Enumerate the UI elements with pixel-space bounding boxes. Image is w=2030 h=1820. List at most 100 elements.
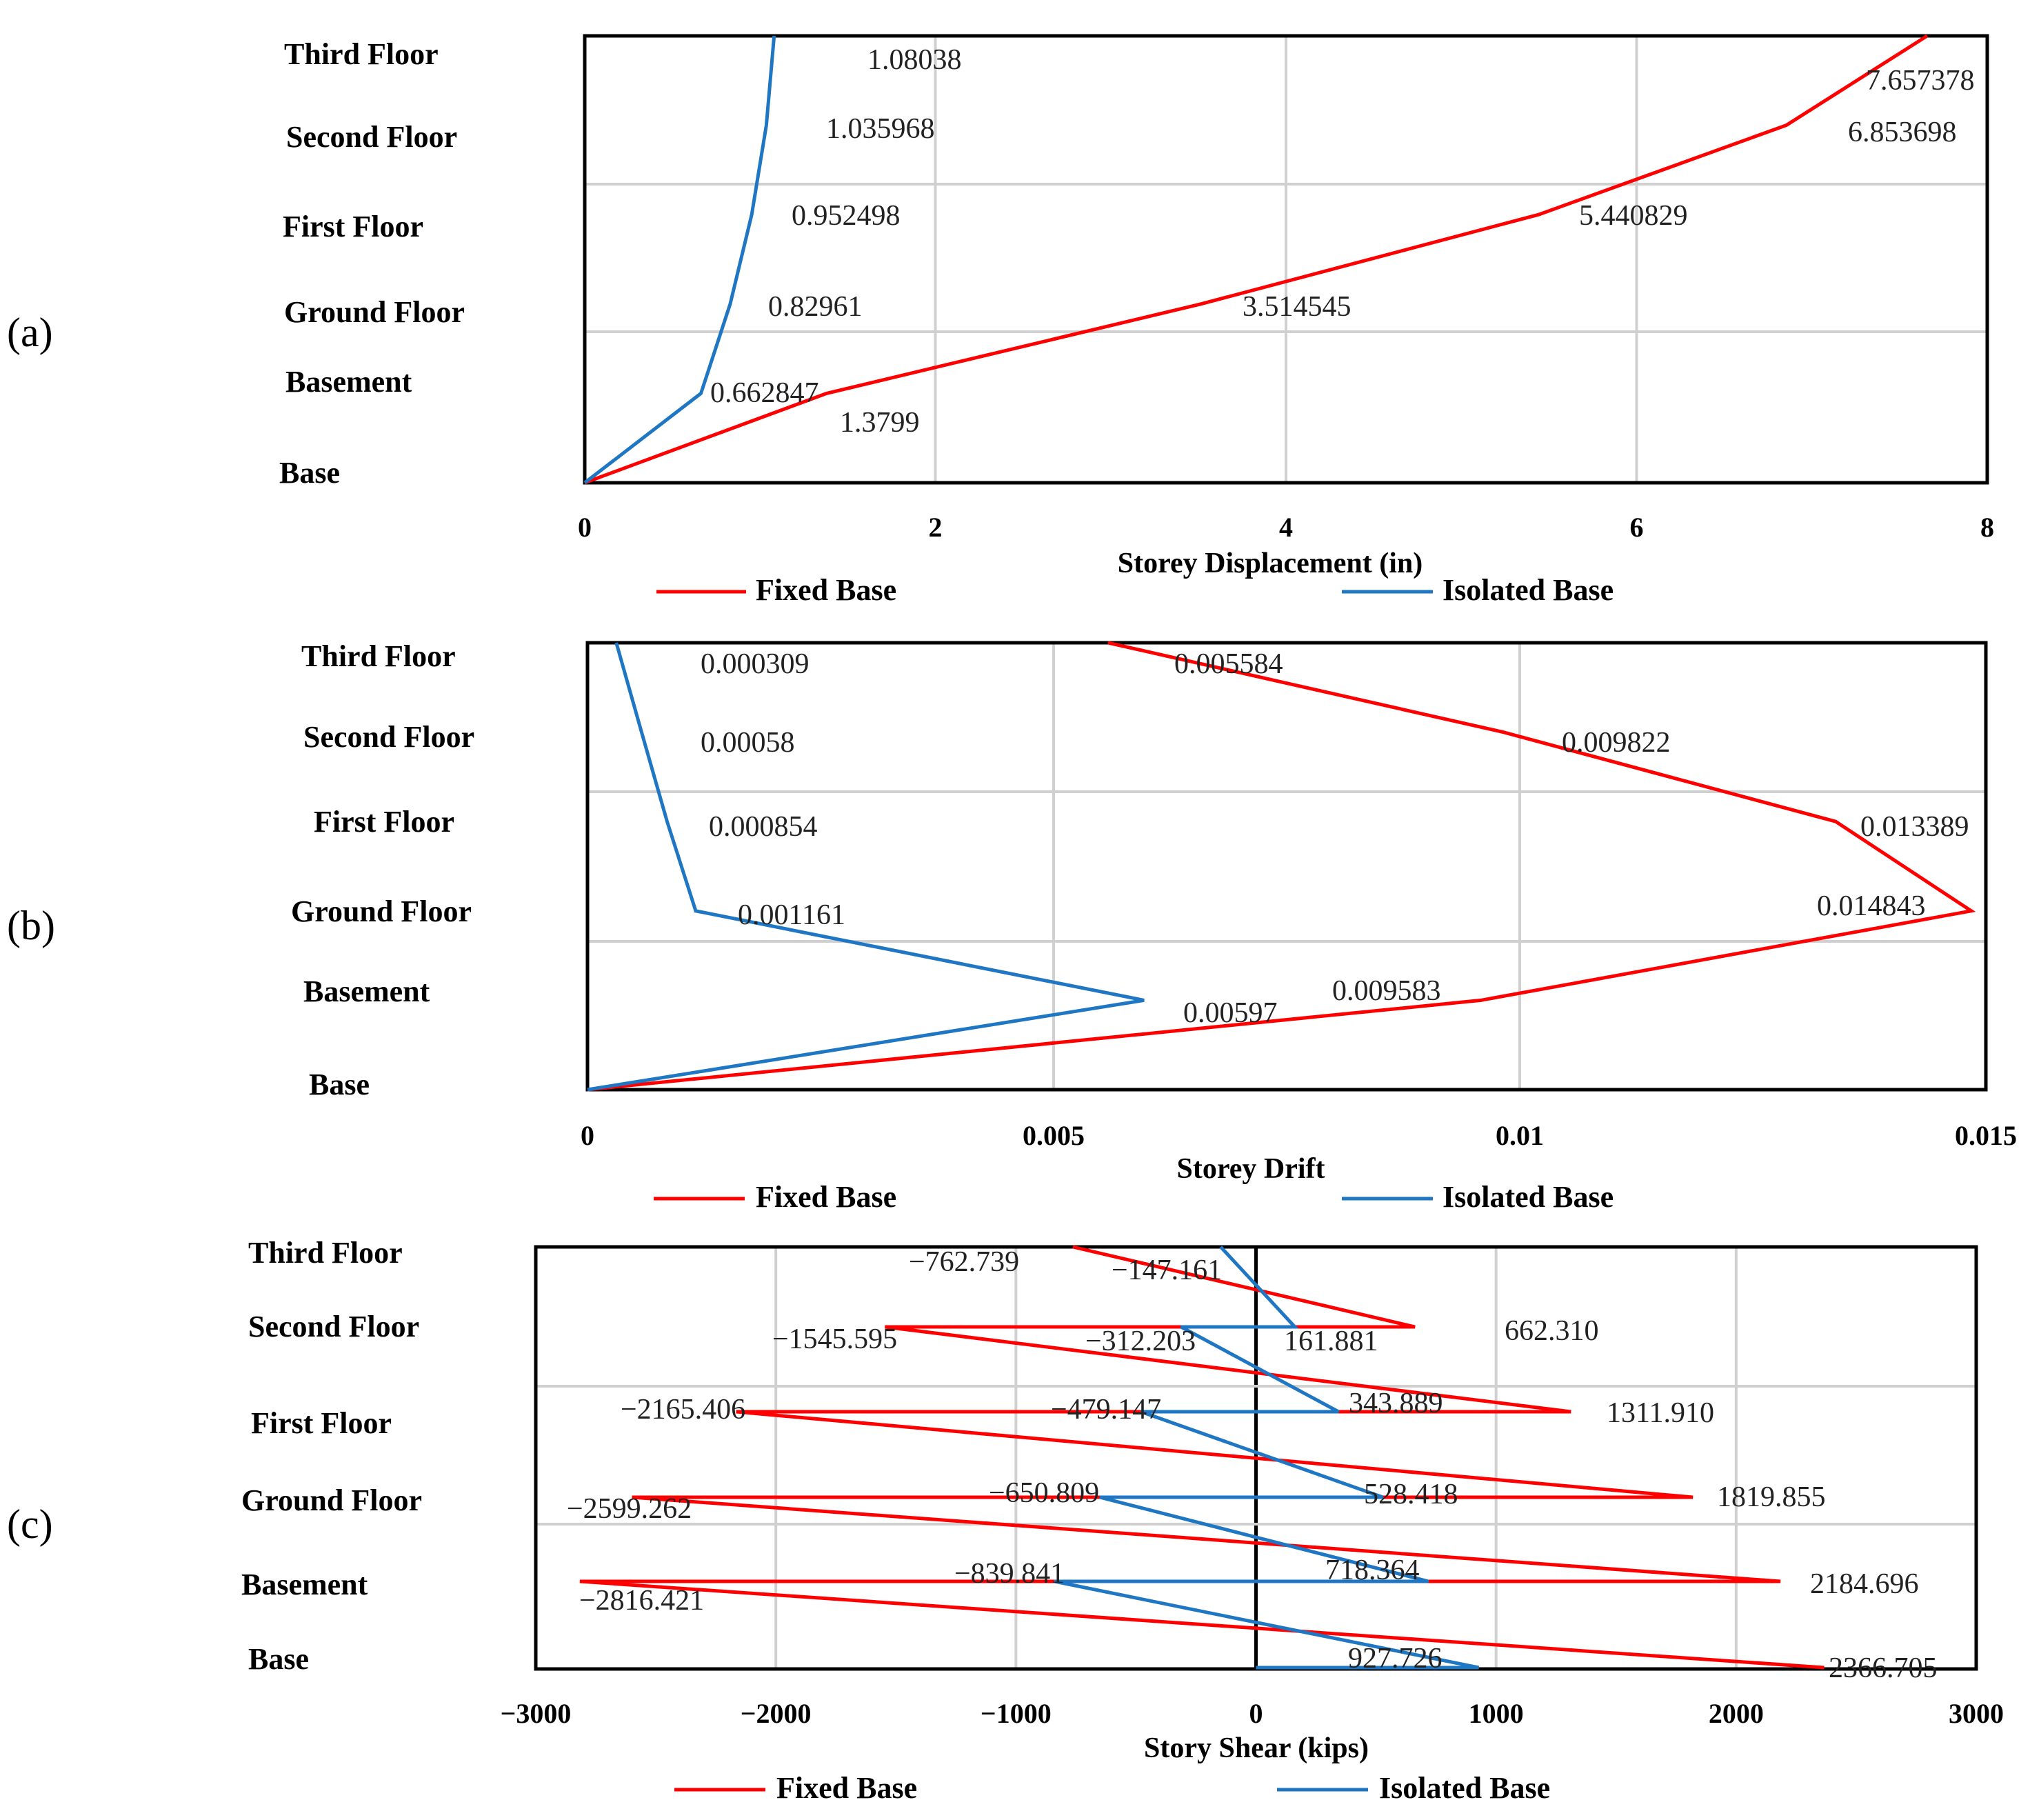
data-label: 1819.855 xyxy=(1717,1481,1826,1513)
data-label: −479.147 xyxy=(1051,1394,1161,1426)
data-label: 528.418 xyxy=(1364,1479,1458,1510)
x-axis-title: Storey Drift xyxy=(1177,1153,1325,1185)
data-label: 6.853698 xyxy=(1848,117,1957,148)
x-tick-label: 6 xyxy=(1630,512,1644,543)
data-label: −1545.595 xyxy=(772,1323,897,1355)
plot-area-frame xyxy=(583,34,1989,485)
series-line-fixed-base xyxy=(587,641,1976,1092)
chart-panel-b: (b) 0 0.005 0.01 0.015 Storey Drift Base Baseme… xyxy=(7,639,2017,1214)
series-line-isolated-base xyxy=(587,642,1145,1092)
data-label: 0.662847 xyxy=(710,377,819,409)
data-label: 161.881 xyxy=(1284,1326,1378,1357)
data-label: 3.514545 xyxy=(1243,291,1351,323)
y-category-label: First Floor xyxy=(283,210,423,243)
data-label: −312.203 xyxy=(1085,1326,1196,1357)
data-label: −2599.262 xyxy=(567,1493,692,1525)
x-tick-label: 2 xyxy=(929,512,943,543)
data-label: 0.009822 xyxy=(1562,727,1671,759)
data-label: −762.739 xyxy=(909,1246,1019,1278)
data-label: −650.809 xyxy=(989,1477,1099,1509)
data-label: 0.005584 xyxy=(1174,648,1283,680)
legend-label-isolated-base: Isolated Base xyxy=(1379,1771,1550,1805)
data-label: −2816.421 xyxy=(579,1585,704,1617)
panel-label: (c) xyxy=(7,1501,53,1547)
x-tick-label: −1000 xyxy=(981,1698,1052,1729)
data-label: 927.726 xyxy=(1348,1643,1443,1674)
data-label: 0.00058 xyxy=(701,727,795,759)
data-label: 0.009583 xyxy=(1332,975,1441,1007)
y-category-label: Base xyxy=(279,456,340,490)
data-label: 662.310 xyxy=(1505,1315,1599,1347)
legend: Fixed Base Isolated Base xyxy=(654,1180,1614,1214)
x-tick-label: 0.01 xyxy=(1496,1120,1544,1151)
y-category-label: First Floor xyxy=(251,1406,392,1440)
legend-label-fixed-base: Fixed Base xyxy=(756,573,896,607)
chart-panel-c: (c) −3000 −2000 −1000 0 1000 2000 3000 Story She… xyxy=(7,1236,2004,1805)
legend-label-isolated-base: Isolated Base xyxy=(1443,1180,1614,1214)
data-label: −839.841 xyxy=(954,1558,1065,1590)
x-tick-label: 1000 xyxy=(1469,1698,1524,1729)
y-category-label: Ground Floor xyxy=(241,1483,422,1517)
data-label: 343.889 xyxy=(1349,1388,1443,1419)
chart-panel-a: (a) 0 2 4 6 8 Storey Displacement (in) Base Base… xyxy=(7,34,1994,607)
data-label: 0.014843 xyxy=(1817,890,1926,922)
legend: Fixed Base Isolated Base xyxy=(674,1771,1550,1805)
x-tick-label: 0 xyxy=(578,512,592,543)
x-tick-label: −3000 xyxy=(501,1698,572,1729)
x-tick-label: 4 xyxy=(1279,512,1293,543)
data-label: 0.013389 xyxy=(1860,811,1969,843)
y-category-label: Second Floor xyxy=(286,120,457,154)
data-label: 5.440829 xyxy=(1579,200,1688,232)
x-tick-label: 2000 xyxy=(1709,1698,1764,1729)
y-category-label: Third Floor xyxy=(301,639,456,673)
data-label: −2165.406 xyxy=(621,1394,745,1426)
legend-label-fixed-base: Fixed Base xyxy=(756,1180,896,1214)
data-label: 0.82961 xyxy=(768,291,863,323)
x-tick-label: 0 xyxy=(581,1120,594,1151)
y-category-label: Second Floor xyxy=(248,1310,419,1343)
legend-label-isolated-base: Isolated Base xyxy=(1443,573,1614,607)
series-line-isolated-base xyxy=(583,35,776,484)
x-tick-label: 8 xyxy=(1980,512,1994,543)
y-category-label: First Floor xyxy=(314,805,454,839)
data-label: 2184.696 xyxy=(1810,1568,1919,1600)
series-line-isolated-base xyxy=(1054,1246,1480,1670)
data-label: 0.000309 xyxy=(701,648,810,680)
y-category-label: Third Floor xyxy=(248,1236,403,1270)
data-label: −147.161 xyxy=(1112,1254,1222,1286)
y-category-label: Base xyxy=(309,1068,370,1101)
series-line-fixed-base xyxy=(584,34,1929,485)
x-tick-label: 0 xyxy=(1249,1698,1263,1729)
y-category-label: Ground Floor xyxy=(284,295,465,329)
y-category-label: Ground Floor xyxy=(291,894,472,928)
data-label: 1311.910 xyxy=(1607,1397,1714,1429)
data-label: 7.657378 xyxy=(1866,65,1975,97)
legend: Fixed Base Isolated Base xyxy=(656,573,1614,607)
data-label: 0.00597 xyxy=(1183,997,1278,1029)
legend-label-fixed-base: Fixed Base xyxy=(776,1771,917,1805)
data-label: 0.952498 xyxy=(792,200,901,232)
x-tick-label: 0.005 xyxy=(1023,1120,1085,1151)
y-category-label: Basement xyxy=(285,365,412,399)
data-label: 1.08038 xyxy=(867,44,962,76)
data-label: 2366.705 xyxy=(1829,1652,1938,1684)
panel-label: (a) xyxy=(7,310,53,355)
data-label: 0.001161 xyxy=(738,899,845,931)
y-category-label: Second Floor xyxy=(303,720,474,754)
data-label: 1.3799 xyxy=(840,407,920,439)
panel-label: (b) xyxy=(7,903,55,948)
y-category-label: Base xyxy=(248,1642,309,1676)
y-category-label: Basement xyxy=(303,974,430,1008)
plot-area-frame xyxy=(585,641,1988,1092)
y-category-label: Basement xyxy=(241,1568,368,1601)
y-category-label: Third Floor xyxy=(284,37,439,71)
x-axis-title: Story Shear (kips) xyxy=(1144,1732,1369,1764)
data-label: 0.000854 xyxy=(709,811,818,843)
data-label: 1.035968 xyxy=(826,113,935,145)
data-label: 718.364 xyxy=(1325,1554,1420,1586)
x-tick-label: −2000 xyxy=(741,1698,812,1729)
x-tick-label: 0.015 xyxy=(1955,1120,2017,1151)
series-line-fixed-base xyxy=(579,1245,1825,1670)
x-axis-title: Storey Displacement (in) xyxy=(1118,548,1423,579)
